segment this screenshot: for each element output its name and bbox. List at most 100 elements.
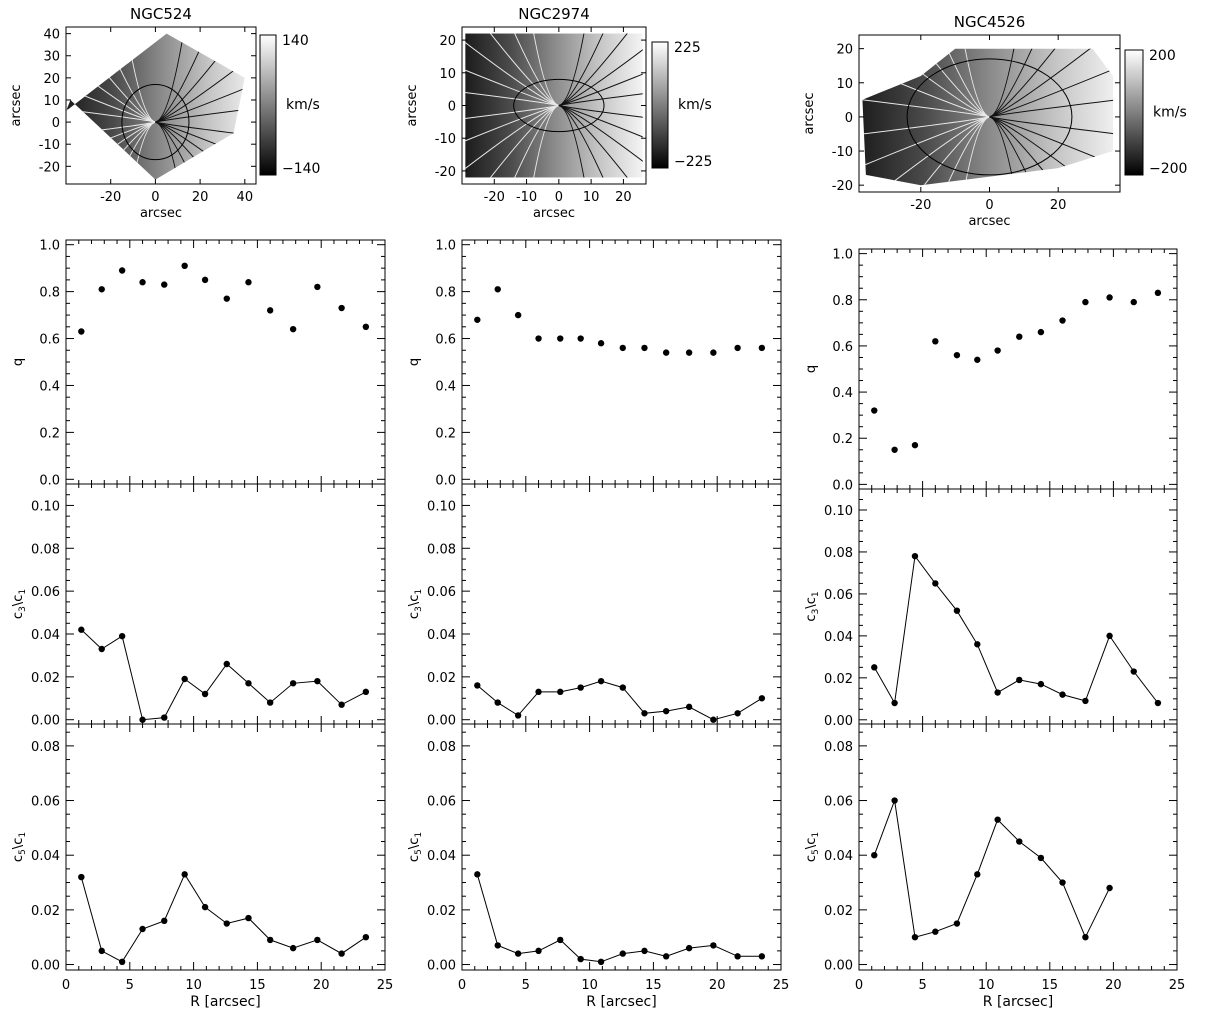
y-tick-label: 10 [439,67,456,82]
data-point [641,947,648,955]
data-point [362,934,370,941]
y-axis-label: q [407,358,422,366]
data-point [1106,884,1113,892]
y-tick-label: 10 [836,77,853,92]
data-point [118,267,126,274]
data-point [474,316,481,323]
data-point [641,710,648,717]
y-tick-label: 0.4 [832,386,853,401]
data-point [911,552,919,560]
x-tick-label: 10 [581,978,598,993]
x-tick-label: 40 [237,190,254,205]
y-tick-label: 20 [836,43,853,58]
x-axis-label: R [arcsec] [586,994,656,1010]
data-point [641,344,648,352]
y-tick-label: 10 [43,94,60,109]
data-point [474,682,481,689]
y-tick-label: 0.06 [824,795,853,810]
y-tick-label: 0.8 [435,286,456,301]
y-tick-label: 0.4 [39,379,60,394]
data-point [181,871,188,878]
data-point [710,942,717,949]
data-point [266,307,274,314]
x-tick-label: 25 [773,978,790,993]
data-point [597,958,605,965]
colorbar-min-label: −140 [282,161,320,177]
y-tick-label: 0.10 [824,504,853,519]
data-point [535,335,542,342]
data-point [118,632,126,640]
velocity-map-ngc4526: -20 0 20 -20 -10 0 10 20 NGC4526 arcsec arcsec 200 −… [802,13,1187,229]
data-point [223,920,230,927]
x-axis-label: arcsec [140,206,182,221]
panel-ngc524-q: 0.0 0.2 0.4 0.6 0.8 1.0 q [11,239,386,488]
data-point [223,660,230,668]
data-point [1059,879,1066,886]
isovelocity-contours [862,48,1114,186]
data-point [514,311,522,319]
panel-frame [461,723,782,971]
x-tick-label: 20 [1050,198,1067,213]
x-tick-label: 10 [978,978,995,993]
colorbar-unit: km/s [678,97,712,113]
y-tick-label: 0 [845,111,853,126]
data-point [557,688,564,696]
y-axis-label: q [804,365,819,373]
y-tick-label: -10 [39,138,60,153]
y-tick-label: 0.02 [427,904,456,919]
data-point [911,441,919,449]
data-point [1154,289,1162,297]
y-tick-label: 0.04 [427,628,456,643]
y-tick-label: 0.0 [832,478,853,493]
data-point [514,950,522,957]
y-tick-label: -10 [832,145,853,160]
data-point [514,712,522,719]
series-line [873,800,1111,939]
data-point [1037,680,1045,688]
x-tick-label: 5 [918,978,926,993]
velocity-field [66,33,245,180]
contour-line [950,48,990,186]
data-point [201,690,209,698]
y-tick-label: 0.00 [31,959,60,974]
data-point [314,677,321,685]
data-point [758,344,766,352]
x-axis-label: arcsec [968,214,1010,229]
y-tick-label: 0.8 [39,286,60,301]
data-point [932,580,939,587]
data-point [201,903,209,911]
y-tick-label: 0.06 [427,585,456,600]
data-point [181,262,188,270]
data-point [98,645,105,653]
y-tick-label: 0.04 [427,849,456,864]
y-tick-label: 0.02 [824,904,853,919]
data-point [1130,298,1137,306]
data-point [891,446,898,453]
data-point [1016,676,1023,684]
panel-ngc2974-q: 0.0 0.2 0.4 0.6 0.8 1.0 q [407,239,782,488]
data-point [1106,294,1113,301]
data-point [181,675,188,683]
x-tick-label: 0 [62,978,70,993]
data-point [932,338,939,345]
data-point [139,279,146,286]
data-point [98,286,105,293]
y-tick-label: 0.06 [31,585,60,600]
y-axis-label: arcsec [405,84,420,126]
data-point [161,281,168,288]
aperture-ellipse [513,78,605,133]
contour-line [155,33,245,180]
data-point [891,699,898,707]
data-point [974,641,981,648]
y-tick-label: 0.6 [832,340,853,355]
colorbar-min-label: −200 [1149,161,1187,177]
data-point [710,349,717,356]
contour-line [989,48,1096,186]
x-tick-label: 5 [126,978,134,993]
colorbar: 200 −200 km/s [1124,48,1187,177]
data-point [362,323,370,331]
y-tick-label: 0.00 [427,714,456,729]
contour-line [558,49,643,162]
data-point [362,688,370,696]
y-tick-label: 0 [448,100,456,115]
